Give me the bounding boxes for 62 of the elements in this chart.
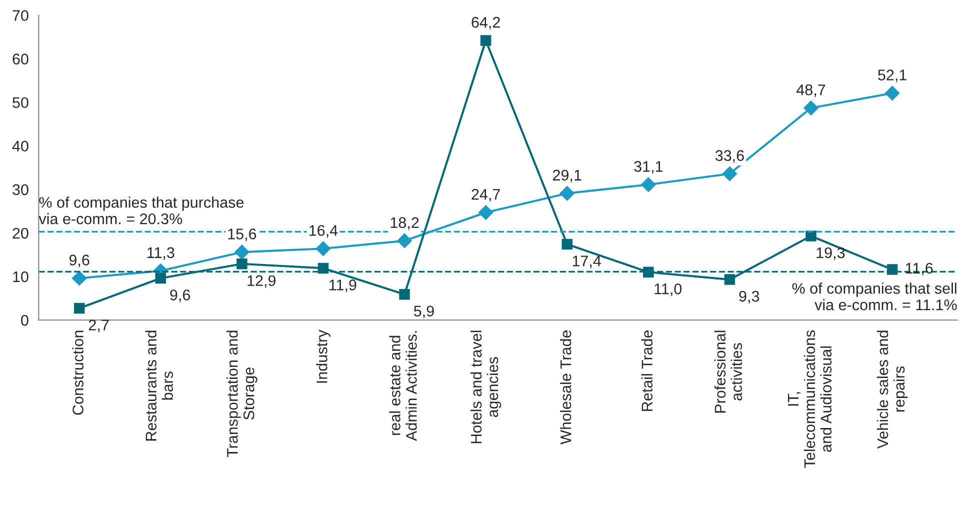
y-tick-label: 70 — [12, 10, 28, 21]
point — [72, 270, 87, 286]
point — [806, 230, 816, 242]
data-label: 11,3 — [147, 247, 174, 260]
data-label: 31,1 — [634, 161, 663, 174]
y-tick-label: 30 — [12, 184, 28, 196]
data-label: 48,7 — [796, 84, 826, 98]
data-label: 52,1 — [878, 70, 906, 82]
data-label: 24,7 — [472, 188, 500, 202]
point — [397, 233, 412, 248]
x-tick-label: Transportation and Storage — [226, 330, 258, 458]
point — [724, 274, 736, 285]
point — [399, 288, 410, 300]
point — [722, 166, 738, 182]
point — [74, 302, 85, 314]
data-label: 16,4 — [310, 225, 338, 238]
data-label: 11,0 — [654, 283, 682, 296]
data-label: 33,6 — [715, 150, 744, 163]
point — [804, 100, 818, 116]
y-tick-label: 20 — [12, 228, 28, 239]
x-tick-label: Professional activities — [714, 330, 742, 413]
data-label: 9,6 — [69, 254, 90, 268]
data-label: 5,9 — [414, 306, 434, 318]
point — [236, 258, 248, 270]
data-label: 11,9 — [330, 280, 356, 292]
ref-line-label: % of companies that sell via e-comm. = 11.1% — [792, 282, 957, 310]
x-tick-label: real estate and Admin Activities. — [389, 331, 417, 441]
data-label: 17,4 — [572, 256, 601, 268]
point — [234, 244, 250, 260]
point — [562, 238, 572, 250]
point — [884, 86, 900, 101]
y-tick-label: 10 — [13, 271, 28, 282]
point — [480, 35, 492, 46]
x-tick-label: Hotels and travel agencies — [470, 330, 502, 444]
data-label: 15,6 — [228, 228, 256, 242]
x-tick-label: Construction — [72, 330, 84, 415]
y-tick-label: 0 — [21, 314, 28, 326]
y-tick-label: 50 — [12, 97, 28, 108]
point — [886, 264, 898, 275]
point — [155, 272, 166, 284]
data-label: 2,7 — [88, 320, 109, 332]
data-label: 9,3 — [739, 290, 760, 304]
x-tick-label: Wholesale Trade — [560, 330, 572, 444]
y-tick-label: 60 — [12, 54, 28, 64]
x-tick-label: Industry — [316, 330, 330, 383]
data-label: 64,2 — [472, 16, 500, 30]
point — [316, 241, 331, 256]
data-label: 12,9 — [248, 275, 276, 288]
x-tick-label: Vehicle sales and repairs — [876, 330, 908, 449]
point — [560, 186, 574, 201]
data-label: 19,3 — [816, 247, 845, 260]
data-label: 9,6 — [170, 290, 190, 302]
x-tick-label: Restaurants and bars — [145, 330, 173, 441]
point — [478, 205, 494, 220]
x-tick-label: Retail Trade — [641, 330, 653, 411]
ref-line-label: % of companies that purchase via e-comm. = 20.3% — [38, 196, 244, 224]
point — [643, 266, 654, 278]
data-label: 18,2 — [390, 217, 419, 230]
x-tick-label: IT, Telecommunications and Audiovisual — [788, 330, 832, 468]
y-tick-label: 40 — [12, 140, 28, 152]
point — [641, 177, 656, 192]
data-label: 29,1 — [553, 170, 582, 182]
